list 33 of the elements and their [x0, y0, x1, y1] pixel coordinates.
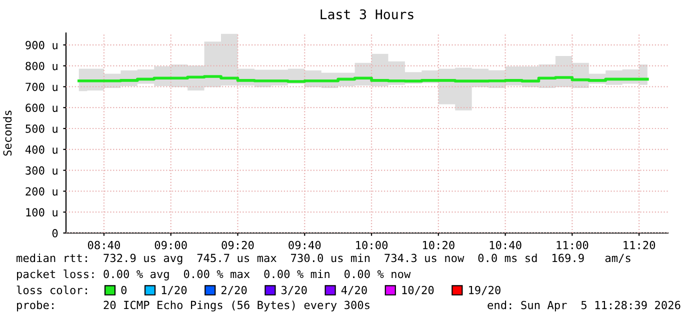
x-tick-label: 11:00 — [556, 240, 588, 250]
text: packet loss: 0.00 % avg 0.00 % max 0.00 % min 0.00 % now — [17, 270, 411, 280]
y-tick-label: 800 u — [26, 62, 58, 70]
y-tick-label: 500 u — [26, 124, 58, 133]
x-tick-label: 09:40 — [288, 240, 321, 250]
x-tick-label: 11:20 — [624, 240, 656, 250]
text: end: Sun Apr 5 11:28:39 2026 — [488, 300, 680, 312]
y-axis-title: Seconds — [3, 110, 12, 156]
legend-label: 4/20 — [341, 286, 367, 296]
y-tick-label: 300 u — [26, 166, 58, 175]
text: probe: 20 ICMP Echo Pings (56 Bytes) every 300s — [17, 300, 370, 312]
x-tick-label: 10:40 — [490, 240, 522, 250]
y-tick-label: 400 u — [25, 145, 58, 154]
legend-label: 0 — [121, 286, 127, 294]
legend-title: loss color: — [16, 286, 87, 294]
legend-label: 10/20 — [402, 286, 434, 296]
chart-title: Last 3 Hours — [320, 9, 414, 20]
y-tick-label: 100 u — [26, 208, 58, 217]
y-tick-label: 0 — [52, 229, 58, 238]
legend-label: 3/20 — [282, 286, 307, 296]
legend-label: 2/20 — [221, 286, 247, 296]
legend-label: 19/20 — [469, 286, 500, 296]
x-tick-label: 08:40 — [88, 240, 120, 250]
x-tick-label: 09:00 — [154, 240, 187, 250]
y-tick-label: 700 u — [26, 82, 58, 92]
x-tick-label: 10:20 — [423, 240, 454, 250]
y-tick-label: 600 u — [26, 104, 58, 112]
x-tick-label: 10:00 — [356, 240, 388, 250]
x-tick-label: 09:20 — [222, 240, 254, 250]
y-tick-label: 200 u — [26, 187, 58, 196]
y-tick-label: 900 u — [26, 40, 58, 50]
text: median rtt: 732.9 us avg 745.7 us max 730.0 us min 734.3 us now 0.0 ms sd 169.9 am/s — [16, 254, 630, 264]
legend-label: 1/20 — [162, 286, 187, 296]
